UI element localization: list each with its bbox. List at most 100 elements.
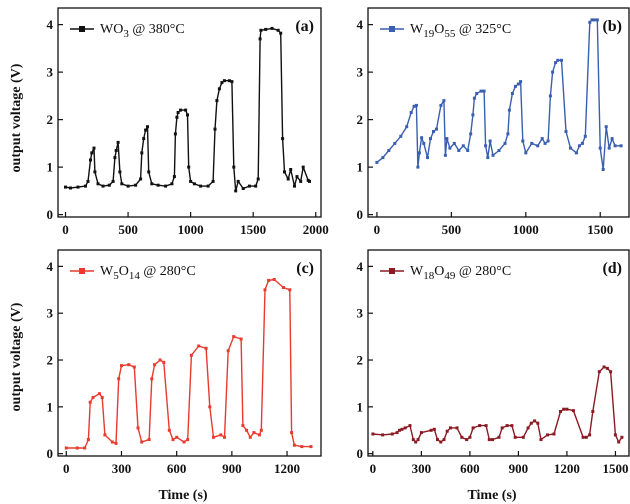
data-point — [222, 79, 226, 83]
data-point — [519, 80, 523, 84]
data-point — [309, 445, 313, 449]
data-point — [239, 337, 243, 341]
y-tick-label: 0 — [357, 446, 364, 461]
data-point — [103, 433, 107, 437]
data-point — [186, 113, 189, 117]
data-point — [416, 438, 420, 442]
data-point — [84, 184, 87, 188]
data-point — [107, 183, 111, 187]
data-point — [259, 28, 263, 32]
data-point — [569, 146, 572, 150]
data-point — [247, 184, 251, 188]
data-point — [412, 104, 416, 108]
data-point — [588, 20, 592, 24]
data-point — [257, 433, 261, 437]
x-tick-label: 600 — [460, 461, 480, 476]
data-point — [113, 156, 117, 160]
data-point — [416, 165, 420, 169]
series-line — [376, 19, 622, 171]
legend-label: W19O55 @ 325°C — [410, 22, 511, 40]
data-point — [399, 134, 403, 138]
data-point — [552, 432, 556, 436]
data-point — [295, 175, 299, 179]
data-point — [607, 146, 611, 150]
data-point — [465, 438, 469, 442]
data-point — [521, 139, 525, 143]
data-point — [281, 286, 285, 289]
data-point — [88, 400, 92, 404]
data-point — [293, 184, 296, 188]
plot-frame — [57, 7, 322, 218]
x-tick-label: 1000 — [178, 222, 204, 237]
data-point — [300, 445, 304, 449]
data-point — [75, 446, 79, 450]
legend-marker — [79, 26, 85, 32]
data-point — [114, 149, 118, 152]
data-point — [110, 440, 114, 444]
y-axis-label-bottom: output voltage (V) — [9, 302, 24, 411]
data-point — [111, 179, 115, 183]
data-point — [524, 151, 528, 155]
data-point — [560, 58, 563, 62]
data-point — [211, 179, 215, 183]
data-point — [471, 426, 475, 430]
data-point — [529, 421, 533, 425]
data-point — [93, 170, 97, 174]
data-point — [592, 18, 596, 22]
data-point — [279, 31, 283, 35]
data-point — [414, 103, 418, 107]
data-point — [226, 349, 230, 353]
data-point — [613, 144, 617, 148]
y-tick-label: 3 — [47, 65, 54, 80]
data-point — [491, 438, 494, 442]
data-point — [602, 365, 606, 369]
x-tick-label: 1500 — [602, 461, 628, 476]
y-tick-label: 1 — [357, 160, 364, 175]
x-tick-label: 1500 — [587, 222, 613, 237]
x-tick-label: 300 — [112, 461, 132, 476]
data-point — [97, 392, 101, 396]
data-point — [540, 137, 544, 141]
data-point — [213, 127, 217, 131]
data-point — [484, 144, 488, 148]
data-point — [179, 108, 183, 112]
data-point — [164, 184, 168, 188]
data-point — [175, 435, 179, 439]
data-point — [436, 438, 439, 442]
data-point — [387, 149, 391, 152]
panel-2: 0 1 2 3 4 0 500 1000 1500 W19O55 @ 325°C (b) — [357, 7, 630, 237]
data-point — [539, 438, 543, 442]
x-tick-label: 500 — [118, 222, 138, 237]
data-point — [559, 410, 562, 413]
data-point — [478, 424, 482, 428]
data-point — [301, 165, 305, 169]
data-point — [212, 435, 215, 439]
data-point — [591, 410, 595, 413]
data-point — [100, 396, 104, 399]
data-point — [290, 431, 294, 435]
data-point — [546, 433, 549, 437]
data-point — [486, 156, 490, 160]
data-point — [590, 18, 594, 22]
data-point — [507, 108, 511, 112]
data-point — [276, 28, 280, 32]
data-point — [162, 360, 166, 364]
x-tick-label: 0 — [62, 222, 69, 237]
data-point — [64, 185, 67, 189]
data-point — [252, 431, 256, 435]
data-point — [565, 407, 569, 411]
data-point — [488, 139, 492, 143]
data-point — [500, 426, 504, 430]
data-point — [118, 170, 122, 174]
x-tick-label: 600 — [167, 461, 187, 476]
data-point — [126, 184, 130, 188]
data-point — [487, 438, 491, 442]
data-point — [513, 435, 517, 439]
data-point — [533, 419, 537, 423]
y-tick-label: 3 — [357, 306, 364, 321]
data-point — [449, 426, 452, 430]
data-point — [411, 438, 415, 442]
data-point — [206, 184, 210, 188]
